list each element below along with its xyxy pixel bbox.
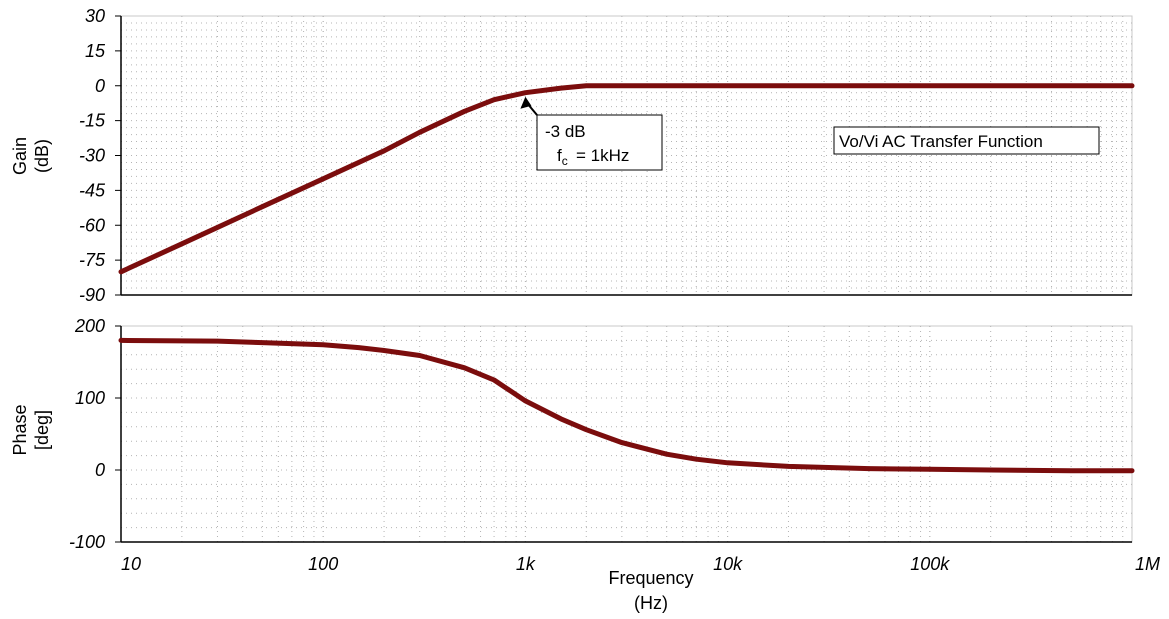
gain-ylabel-line1: Gain <box>10 137 30 175</box>
transfer-function-box <box>833 126 1100 155</box>
x-tick-label: 1M <box>1135 554 1160 574</box>
y-tick-label: 30 <box>85 6 105 26</box>
y-tick-label: 15 <box>85 41 106 61</box>
cutoff-fc-value: = 1kHz <box>576 146 629 165</box>
gain-ylabel-line2: (dB) <box>32 139 52 173</box>
cutoff-fc-symbol: fc <box>557 146 568 168</box>
x-tick-label: 100 <box>308 554 338 574</box>
cutoff-arrow <box>527 104 538 116</box>
cutoff-db-label: -3 dB <box>545 122 586 141</box>
gain-y-ticks: 30 15 0 -15 -30 -45 -60 -75 -90 <box>79 6 121 305</box>
gain-panel: 30 15 0 -15 -30 -45 -60 -75 -90 Gain (dB) -3 dB … <box>10 6 1135 305</box>
transfer-function-label: Vo/Vi AC Transfer Function <box>833 126 1100 155</box>
cutoff-arrow-head <box>520 96 532 109</box>
y-tick-label: -30 <box>79 146 105 166</box>
phase-gridlines <box>121 326 1132 542</box>
phase-ylabel-line1: Phase <box>10 404 30 455</box>
cutoff-annotation: -3 dB fc = 1kHz <box>520 96 663 171</box>
y-tick-label: -15 <box>79 111 106 131</box>
phase-series-line <box>118 337 1135 474</box>
x-tick-label: 10 <box>121 554 141 574</box>
y-tick-label: -90 <box>79 285 105 305</box>
xlabel-line1: Frequency <box>608 568 693 588</box>
x-axis-ticks: 10 100 1k 10k 100k 1M <box>121 554 1160 574</box>
phase-panel: 200 100 0 -100 Phase [deg] 10 100 1k 10k 100k 1M… <box>10 316 1160 613</box>
transfer-function-text: Vo/Vi AC Transfer Function <box>839 132 1043 151</box>
y-tick-label: 0 <box>95 460 105 480</box>
cutoff-annotation-box <box>536 114 663 171</box>
y-tick-label: -45 <box>79 180 106 200</box>
xlabel-line2: (Hz) <box>634 593 668 613</box>
y-tick-label: -60 <box>79 215 105 235</box>
phase-plot-frame <box>120 325 1133 543</box>
phase-ylabel-line2: [deg] <box>32 410 52 450</box>
y-tick-label: 200 <box>74 316 105 336</box>
y-tick-label: 100 <box>75 388 105 408</box>
y-tick-label: -100 <box>69 532 105 552</box>
y-tick-label: 0 <box>95 76 105 96</box>
x-tick-label: 10k <box>713 554 743 574</box>
gain-series-line <box>118 83 1135 275</box>
cutoff-fc-subscript: c <box>562 154 568 168</box>
phase-y-ticks: 200 100 0 -100 <box>69 316 121 552</box>
y-tick-label: -75 <box>79 250 106 270</box>
x-tick-label: 100k <box>910 554 950 574</box>
x-tick-label: 1k <box>516 554 536 574</box>
